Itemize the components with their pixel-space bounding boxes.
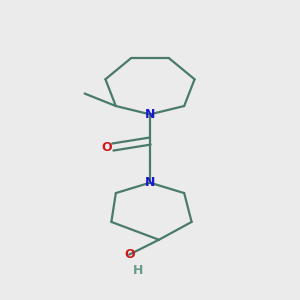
Text: N: N [145, 176, 155, 189]
Text: O: O [101, 140, 112, 154]
Text: H: H [133, 264, 143, 277]
Text: N: N [145, 108, 155, 121]
Text: O: O [124, 248, 134, 261]
